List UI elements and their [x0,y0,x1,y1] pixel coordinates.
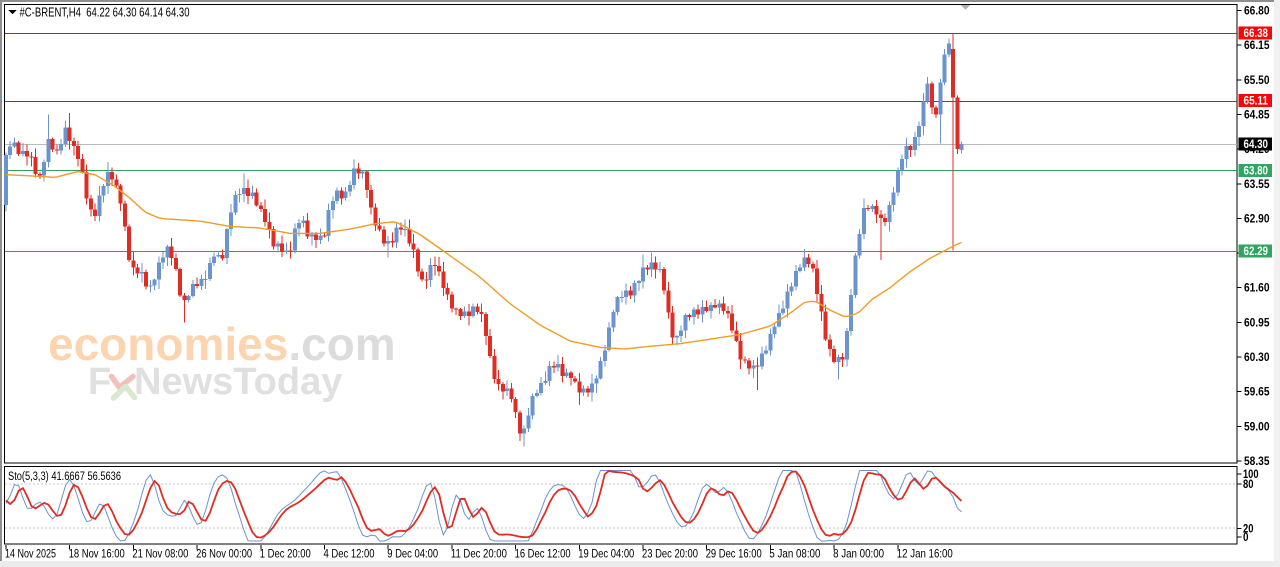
svg-text:16 Dec 12:00: 16 Dec 12:00 [515,547,571,561]
svg-text:59.65: 59.65 [1244,387,1270,399]
svg-text:8 Jan 00:00: 8 Jan 00:00 [833,547,884,561]
svg-text:61.60: 61.60 [1244,283,1270,295]
svg-text:4 Dec 12:00: 4 Dec 12:00 [324,547,375,561]
svg-text:26 Nov 00:00: 26 Nov 00:00 [196,547,252,561]
svg-text:11 Dec 20:00: 11 Dec 20:00 [451,547,507,561]
svg-text:63.80: 63.80 [1244,166,1269,178]
svg-text:64.85: 64.85 [1244,110,1270,122]
svg-text:Sto(5,3,3) 41.6667 56.5636: Sto(5,3,3) 41.6667 56.5636 [8,471,121,483]
svg-text:65.50: 65.50 [1244,75,1270,87]
svg-text:21 Nov 08:00: 21 Nov 08:00 [132,547,188,561]
svg-text:62.29: 62.29 [1244,246,1269,258]
svg-text:economies.com: economies.com [48,318,396,370]
svg-text:5 Jan 08:00: 5 Jan 08:00 [769,547,820,561]
svg-text:19 Dec 04:00: 19 Dec 04:00 [578,547,634,561]
svg-text:9 Dec 04:00: 9 Dec 04:00 [387,547,438,561]
svg-text:59.00: 59.00 [1244,421,1270,433]
svg-text:23 Dec 20:00: 23 Dec 20:00 [642,547,698,561]
svg-text:64.30: 64.30 [1244,139,1269,151]
svg-text:80: 80 [1243,479,1254,491]
svg-text:65.11: 65.11 [1244,96,1269,108]
svg-text:F: F [88,361,111,403]
svg-text:14 Nov 2025: 14 Nov 2025 [5,547,56,561]
svg-text:60.30: 60.30 [1244,352,1270,364]
svg-text:#C-BRENT,H4 64.22 64.30 64.14: #C-BRENT,H4 64.22 64.30 64.14 64.30 [20,6,190,20]
svg-text:1 Dec 20:00: 1 Dec 20:00 [260,547,311,561]
svg-text:0: 0 [1243,532,1249,544]
svg-text:66.15: 66.15 [1244,40,1270,52]
svg-text:58.35: 58.35 [1244,456,1270,468]
svg-text:29 Dec 16:00: 29 Dec 16:00 [706,547,762,561]
svg-text:66.38: 66.38 [1244,28,1269,40]
svg-text:18 Nov 16:00: 18 Nov 16:00 [69,547,125,561]
svg-text:100: 100 [1243,469,1259,481]
svg-text:12 Jan 16:00: 12 Jan 16:00 [897,547,953,561]
svg-text:62.90: 62.90 [1244,213,1270,225]
svg-text:20: 20 [1243,523,1254,535]
svg-text:60.95: 60.95 [1244,317,1270,329]
svg-text:63.55: 63.55 [1244,179,1270,191]
svg-text:NewsToday: NewsToday [134,361,342,403]
svg-text:66.80: 66.80 [1244,6,1270,18]
